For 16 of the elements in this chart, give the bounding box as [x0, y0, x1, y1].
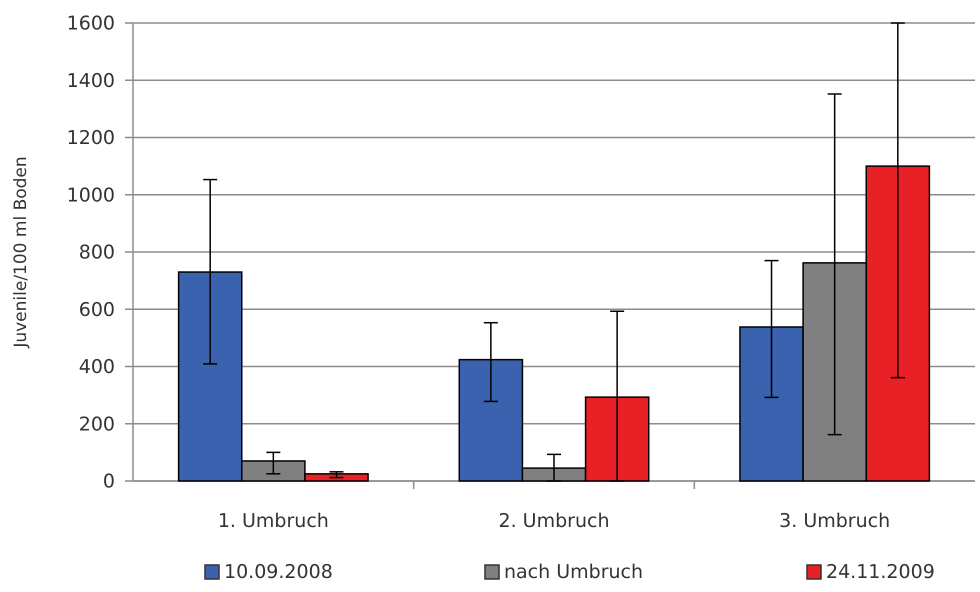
y-tick-label: 600 [78, 298, 115, 321]
y-tick-label: 1600 [66, 12, 115, 35]
legend-label: 24.11.2009 [826, 561, 935, 583]
y-tick-label: 200 [78, 413, 115, 436]
y-tick-label: 0 [102, 470, 115, 493]
legend-label: nach Umbruch [504, 561, 644, 583]
y-tick-label: 1000 [66, 184, 115, 206]
y-tick-label: 800 [78, 242, 115, 264]
x-tick-label: 3. Umbruch [779, 510, 890, 532]
y-tick-label: 400 [78, 356, 115, 378]
y-axis-title: Juvenile/100 ml Boden [11, 156, 31, 349]
x-tick-label: 2. Umbruch [498, 510, 610, 532]
y-tick-label: 1400 [66, 70, 115, 92]
y-tick-label: 1200 [66, 127, 115, 150]
legend-label: 10.09.2008 [224, 561, 333, 583]
x-tick-label: 1. Umbruch [218, 510, 329, 532]
